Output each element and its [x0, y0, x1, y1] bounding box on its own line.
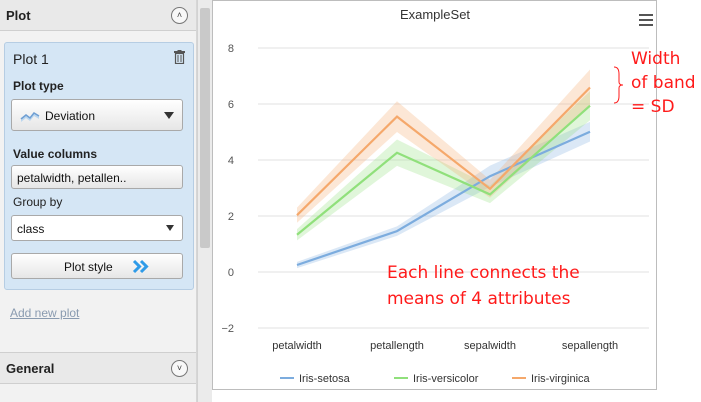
chart-title: ExampleSet [400, 7, 470, 22]
y-tick-label: 2 [228, 211, 234, 223]
legend-label: Iris-setosa [299, 373, 351, 385]
trash-icon[interactable] [174, 50, 185, 64]
sd-band [297, 91, 590, 241]
y-tick-label: 4 [228, 155, 234, 167]
group-by-value: class [17, 222, 45, 236]
scrollbar-thumb[interactable] [200, 8, 210, 248]
y-tick-label: 0 [228, 267, 234, 279]
plot-style-label: Plot style [64, 260, 113, 274]
chevron-down-icon [166, 225, 174, 231]
band-annotation-line3: = SD [631, 97, 675, 117]
x-tick-labels: petalwidth petallength sepalwidth sepalleng… [272, 340, 618, 352]
sd-band [297, 69, 590, 223]
x-tick-label: petallength [370, 340, 424, 352]
series-line [296, 104, 591, 236]
chart-panel [212, 0, 657, 390]
general-section-title: General [6, 361, 55, 376]
plot-section-header[interactable]: Plot ˄ [0, 0, 196, 31]
y-tick-label: −2 [221, 323, 234, 335]
chevron-down-icon [164, 112, 174, 119]
y-tick-label: 8 [228, 43, 234, 55]
plot-type-select[interactable]: Deviation [11, 99, 183, 131]
bracket-icon [613, 66, 624, 104]
deviation-icon [20, 112, 40, 122]
double-chevron-right-icon [132, 259, 149, 274]
x-tick-label: sepalwidth [464, 340, 516, 352]
legend-label: Iris-versicolor [413, 373, 479, 385]
value-columns-value: petalwidth, petallen.. [17, 171, 127, 185]
chart-legend: Iris-setosa Iris-versicolor Iris-virginica [280, 373, 591, 385]
left-panel: Plot ˄ Plot 1 Plot type Deviation Value … [0, 0, 197, 402]
x-tick-label: sepallength [562, 340, 618, 352]
add-new-plot-link[interactable]: Add new plot [10, 306, 80, 320]
general-section-header[interactable]: General ˅ [0, 352, 196, 384]
group-by-label: Group by [13, 195, 63, 209]
left-panel-scrollbar[interactable] [197, 0, 212, 402]
sd-band [297, 121, 590, 269]
deviation-chart: ExampleSet −2 0 2 4 6 8 petalwidth petallength… [221, 7, 649, 385]
value-columns-label: Value columns [13, 147, 98, 161]
plot-section-title: Plot [6, 8, 31, 23]
lines-annotation-line1: Each line connects the [387, 263, 580, 283]
y-tick-labels: −2 0 2 4 6 8 [221, 43, 234, 335]
mean-lines [296, 86, 591, 267]
series-line [296, 130, 591, 267]
value-columns-button[interactable]: petalwidth, petallen.. [11, 165, 183, 189]
expand-icon[interactable]: ˅ [171, 360, 188, 377]
hamburger-menu-icon[interactable] [639, 14, 653, 28]
plot-card: Plot 1 Plot type Deviation Value columns… [4, 42, 194, 290]
plot-card-title: Plot 1 [13, 51, 49, 67]
sd-bands [297, 69, 590, 269]
group-by-select[interactable]: class [11, 215, 183, 241]
collapse-icon[interactable]: ˄ [171, 7, 188, 24]
y-tick-label: 6 [228, 99, 234, 111]
plot-type-label: Plot type [13, 79, 64, 93]
plot-style-button[interactable]: Plot style [11, 253, 183, 279]
plot-type-value: Deviation [45, 109, 96, 123]
band-annotation-line2: of band [631, 73, 696, 93]
band-annotation-line1: Width [631, 49, 681, 69]
x-tick-label: petalwidth [272, 340, 322, 352]
legend-label: Iris-virginica [531, 373, 591, 385]
series-line [296, 86, 591, 216]
lines-annotation-line2: means of 4 attributes [387, 289, 571, 309]
